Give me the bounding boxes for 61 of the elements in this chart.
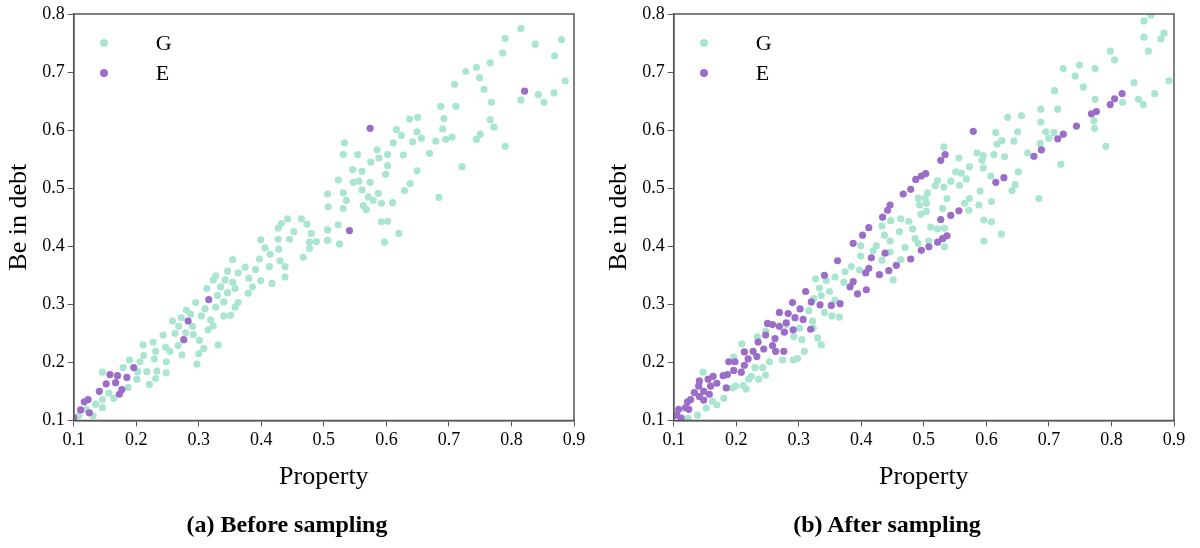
- x-axis-title: Property: [879, 461, 969, 491]
- text: (a) Before sampling: [186, 510, 388, 537]
- point: [112, 379, 120, 387]
- x-tick-label: 0.3: [787, 428, 811, 449]
- x-tick-label: 0.8: [1100, 428, 1123, 449]
- y-tick-label: 0.2: [42, 351, 65, 372]
- point: [76, 406, 85, 414]
- legend-label: G: [755, 30, 772, 56]
- y-tick-label: 0.7: [42, 60, 65, 81]
- point: [123, 373, 131, 382]
- y-tick-label: 0.3: [42, 293, 65, 314]
- x-tick-label: 0.5: [912, 428, 936, 449]
- y-tick-label: 0.8: [642, 2, 665, 23]
- x-tick-label: 0.2: [724, 428, 748, 449]
- point: [345, 226, 354, 235]
- x-tick-label: 0.9: [562, 428, 586, 449]
- x-tick-label: 0.7: [1037, 428, 1061, 449]
- x-axis-title: Property: [279, 461, 369, 491]
- point: [521, 87, 529, 95]
- y-axis-title: Be in debt: [3, 162, 33, 271]
- point: [184, 317, 192, 325]
- y-tick-label: 0.4: [42, 234, 65, 255]
- y-tick-label: 0.2: [642, 351, 665, 372]
- y-tick-label: 0.1: [42, 409, 65, 430]
- y-tick-label: 0.5: [642, 176, 665, 197]
- point: [115, 390, 123, 398]
- y-tick-label: 0.3: [642, 293, 665, 314]
- point: [102, 380, 110, 388]
- x-tick-label: 0.4: [250, 428, 273, 449]
- y-tick-label: 0.5: [42, 176, 65, 197]
- x-tick-label: 0.6: [375, 428, 398, 449]
- x-tick-label: 0.3: [187, 428, 211, 449]
- x-tick-label: 0.7: [437, 428, 461, 449]
- point: [106, 370, 114, 379]
- point: [85, 409, 93, 417]
- y-tick-label: 0.7: [642, 60, 665, 81]
- y-tick-label: 0.8: [42, 2, 65, 23]
- text: (b) After sampling: [793, 510, 981, 537]
- y-tick-label: 0.6: [42, 118, 65, 139]
- point: [130, 363, 138, 372]
- x-tick-label: 0.9: [1162, 428, 1186, 449]
- point: [95, 387, 103, 395]
- point: [113, 372, 122, 380]
- y-axis-title: Be in debt: [603, 162, 633, 271]
- point: [366, 124, 374, 132]
- y-tick-label: 0.4: [642, 234, 665, 255]
- point: [80, 398, 88, 406]
- y-tick-label: 0.1: [642, 409, 665, 430]
- x-tick-label: 0.1: [662, 428, 685, 449]
- legend-label: E: [755, 60, 770, 86]
- legend-label: G: [155, 30, 172, 56]
- x-tick-label: 0.1: [62, 428, 85, 449]
- point: [180, 336, 188, 344]
- point: [205, 296, 213, 304]
- x-tick-label: 0.5: [312, 428, 336, 449]
- legend-label: E: [155, 60, 170, 86]
- x-tick-label: 0.8: [500, 428, 523, 449]
- y-tick-label: 0.6: [642, 118, 665, 139]
- x-tick-label: 0.4: [850, 428, 873, 449]
- x-tick-label: 0.2: [124, 428, 148, 449]
- x-tick-label: 0.6: [975, 428, 998, 449]
